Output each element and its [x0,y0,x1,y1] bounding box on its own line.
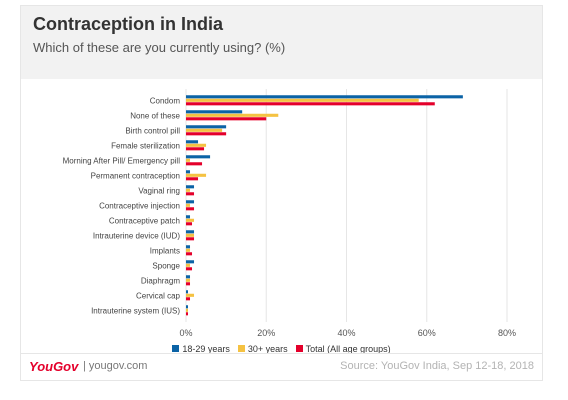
bar-total [186,222,193,226]
legend-swatch [237,345,245,353]
category-label: Contraceptive patch [109,217,180,226]
bar-total [186,177,199,181]
x-tick-label: 60% [418,328,436,338]
bar-older [186,98,419,102]
bar-young [186,200,195,204]
bar-older [186,293,195,297]
bar-total [186,132,227,136]
bar-young [186,140,199,144]
bar-young [186,185,195,189]
category-label: Condom [150,97,181,106]
bar-older [186,233,195,237]
category-label: Diaphragm [141,277,180,286]
bar-older [186,278,191,282]
bar-young [186,230,195,234]
bar-older [186,188,191,192]
source-note: Source: YouGov India, Sep 12-18, 2018 [340,360,534,372]
legend-item: Total (All age groups) [295,344,391,354]
bar-young [186,125,227,129]
legend-label: 30+ years [247,344,288,354]
bar-young [186,305,189,309]
category-label: Birth control pill [125,127,180,136]
bar-young [186,155,211,159]
bar-total [186,192,195,196]
bar-total [186,237,195,241]
bar-older [186,203,191,207]
bar-older [186,173,207,177]
bar-older [186,248,191,252]
category-label: Intrauterine device (IUD) [93,232,180,241]
chart-header: Contraception in India Which of these ar… [21,6,542,79]
yougov-logo: YouGov [29,359,79,374]
chart-title: Contraception in India [33,14,224,34]
bar-young [186,215,191,219]
site-link[interactable]: | yougov.com [83,360,148,372]
chart-subtitle: Which of these are you currently using? … [33,40,286,55]
bar-older [186,143,207,147]
bar-chart: 0% 20% 40% 60% 80% Condom None of these Birth c… [63,89,516,338]
category-label: Cervical cap [136,292,181,301]
category-label: Sponge [152,262,180,271]
bar-older [186,263,191,267]
bar-total [186,267,193,271]
x-tick-label: 0% [179,328,192,338]
category-label: None of these [130,112,180,121]
bar-young [186,95,463,99]
legend-item: 30+ years [237,344,288,354]
chart-footer: YouGov | yougov.com Source: YouGov India… [21,353,542,380]
bar-total [186,147,205,151]
bar-young [186,275,191,279]
chart-legend: 18-29 years 30+ years Total (All age group… [21,344,542,354]
bar-older [186,218,195,222]
x-tick-label: 80% [498,328,516,338]
category-label: Permanent contraception [91,172,180,181]
bar-older [186,308,189,312]
bar-older [186,158,191,162]
bar-total [186,207,195,211]
bar-older [186,113,279,117]
x-tick-label: 20% [257,328,275,338]
category-label: Vaginal ring [138,187,180,196]
category-label: Intrauterine system (IUS) [91,307,180,316]
legend-swatch [295,345,303,353]
chart-card: Contraception in India Which of these ar… [20,5,543,381]
legend-swatch [172,345,180,353]
bar-total [186,312,189,316]
bar-total [186,282,191,286]
bar-young [186,170,191,174]
bar-total [186,252,193,256]
bar-total [186,117,267,121]
x-tick-label: 40% [337,328,355,338]
bar-young [186,290,189,294]
legend-item: 18-29 years [172,344,230,354]
legend-label: Total (All age groups) [305,344,391,354]
category-label: Morning After Pill/ Emergency pill [63,157,181,166]
category-label: Female sterilization [111,142,180,151]
bar-young [186,260,195,264]
bar-total [186,102,435,106]
bar-total [186,162,203,166]
category-label: Implants [150,247,180,256]
bar-young [186,245,191,249]
category-label: Contraceptive injection [99,202,180,211]
legend-label: 18-29 years [182,344,230,354]
bar-total [186,297,191,301]
bar-young [186,110,243,114]
bar-older [186,128,223,132]
